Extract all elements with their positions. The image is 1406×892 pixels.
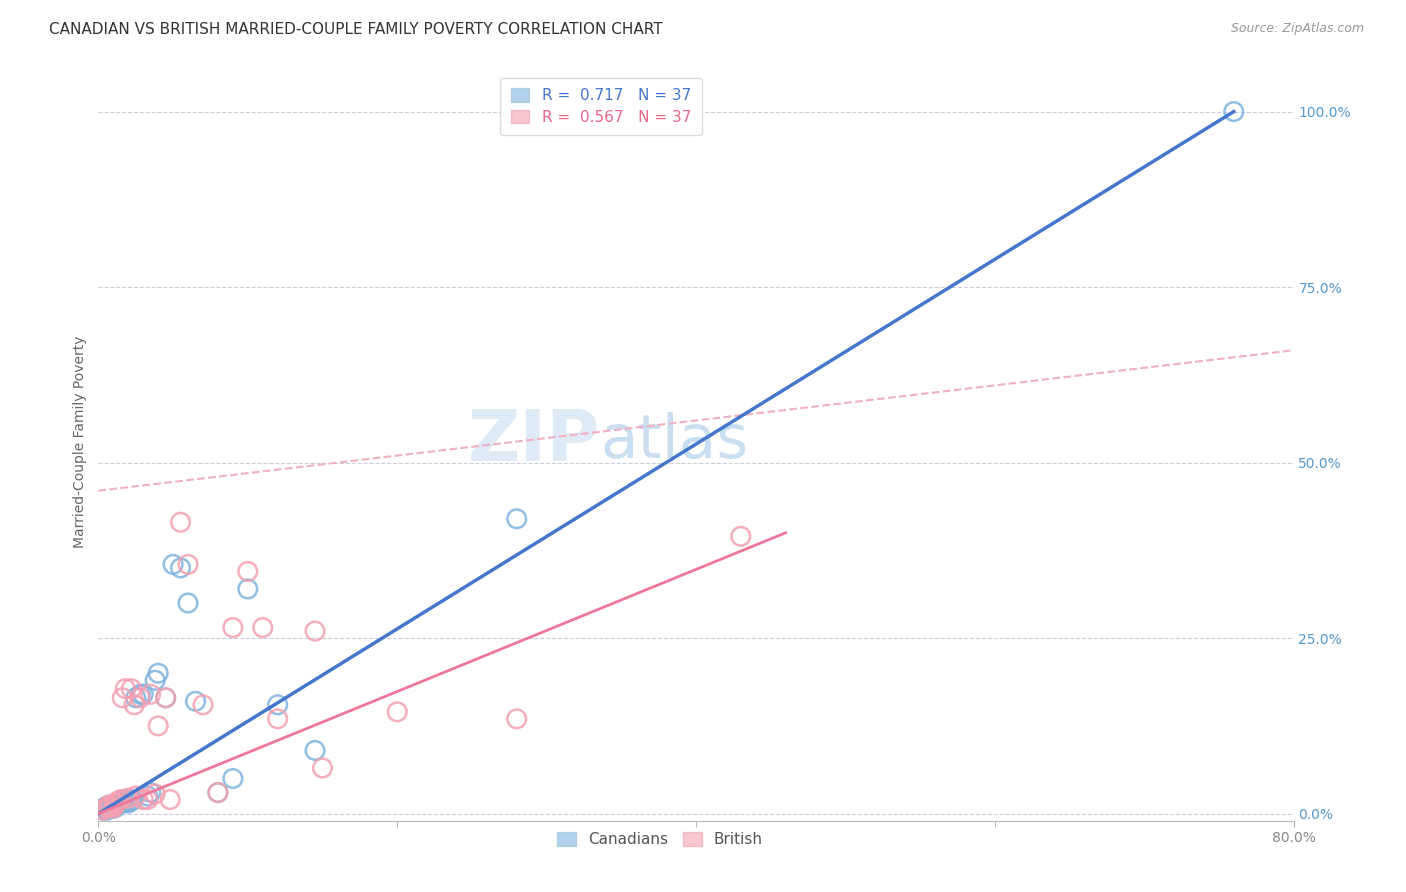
Point — [120, 681, 142, 696]
Y-axis label: Married-Couple Family Poverty: Married-Couple Family Poverty — [73, 335, 87, 548]
Point — [730, 529, 752, 543]
Point — [97, 798, 120, 813]
Point — [267, 712, 290, 726]
Text: atlas: atlas — [600, 412, 749, 471]
Point — [104, 801, 127, 815]
Point — [385, 705, 409, 719]
Point — [120, 794, 142, 808]
Point — [267, 698, 290, 712]
Text: ZIP: ZIP — [468, 407, 600, 476]
Point — [101, 799, 124, 814]
Point — [155, 690, 177, 705]
Text: CANADIAN VS BRITISH MARRIED-COUPLE FAMILY POVERTY CORRELATION CHART: CANADIAN VS BRITISH MARRIED-COUPLE FAMIL… — [49, 22, 662, 37]
Point — [143, 673, 166, 688]
Point — [222, 621, 245, 635]
Point — [207, 786, 229, 800]
Point — [132, 792, 155, 806]
Point — [207, 786, 229, 800]
Point — [148, 666, 170, 681]
Point — [117, 791, 139, 805]
Point — [159, 792, 181, 806]
Point — [139, 687, 162, 701]
Point — [139, 786, 162, 800]
Legend: Canadians, British: Canadians, British — [550, 824, 770, 855]
Point — [98, 799, 122, 814]
Point — [103, 798, 125, 813]
Point — [191, 698, 214, 712]
Point — [124, 698, 146, 712]
Point — [136, 792, 159, 806]
Point — [98, 801, 122, 815]
Point — [105, 799, 128, 814]
Point — [117, 796, 139, 810]
Point — [96, 799, 118, 814]
Point — [111, 690, 134, 705]
Point — [125, 789, 148, 803]
Point — [114, 681, 136, 696]
Point — [111, 794, 134, 808]
Point — [1223, 104, 1246, 119]
Text: Source: ZipAtlas.com: Source: ZipAtlas.com — [1230, 22, 1364, 36]
Point — [184, 694, 207, 708]
Point — [112, 792, 135, 806]
Point — [94, 801, 117, 815]
Point — [143, 787, 166, 801]
Point — [91, 803, 114, 817]
Point — [162, 558, 184, 572]
Point — [506, 512, 529, 526]
Point — [169, 561, 191, 575]
Point — [155, 690, 177, 705]
Point — [177, 596, 200, 610]
Point — [252, 621, 274, 635]
Point — [136, 789, 159, 803]
Point — [110, 792, 132, 806]
Point — [91, 803, 114, 817]
Point — [129, 687, 152, 701]
Point — [304, 624, 326, 639]
Point — [304, 743, 326, 757]
Point — [96, 803, 118, 817]
Point — [129, 690, 152, 705]
Point — [97, 798, 120, 813]
Point — [104, 798, 127, 813]
Point — [125, 690, 148, 705]
Point — [110, 796, 132, 810]
Point — [236, 582, 259, 596]
Point — [94, 799, 117, 814]
Point — [114, 796, 136, 810]
Point — [121, 792, 143, 806]
Point — [107, 794, 129, 808]
Point — [311, 761, 333, 775]
Point — [236, 565, 259, 579]
Point — [132, 687, 155, 701]
Point — [105, 796, 128, 810]
Point — [177, 558, 200, 572]
Point — [169, 516, 191, 530]
Point — [93, 801, 115, 815]
Point — [107, 796, 129, 810]
Point — [506, 712, 529, 726]
Point — [148, 719, 170, 733]
Point — [103, 801, 125, 815]
Point — [222, 772, 245, 786]
